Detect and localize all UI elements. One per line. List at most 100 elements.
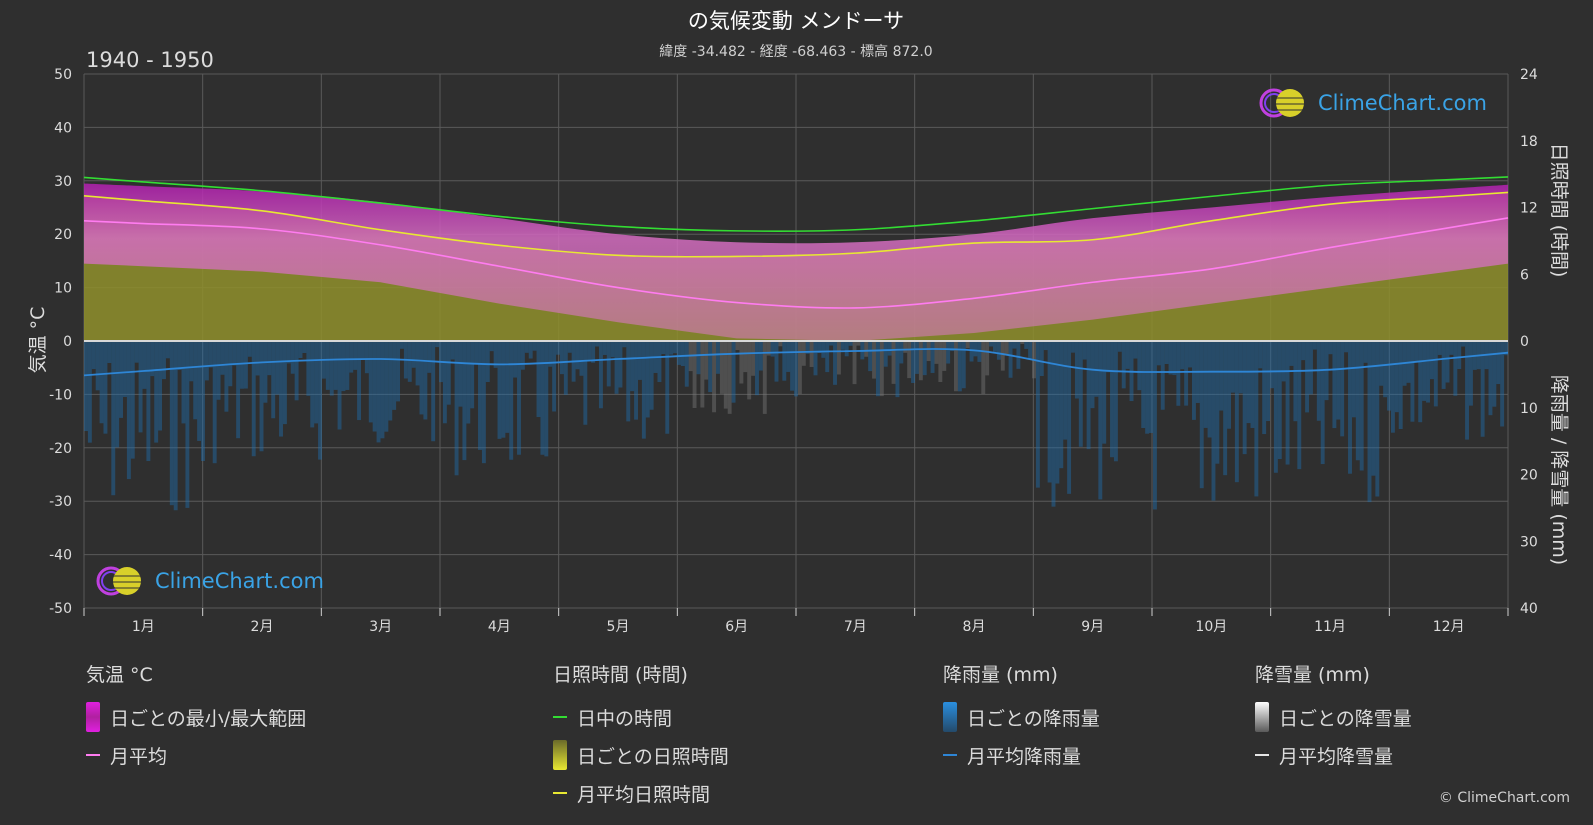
daily-rain-bar xyxy=(996,341,1001,360)
daily-rain-bar xyxy=(821,341,826,358)
copyright-notice: © ClimeChart.com xyxy=(1438,790,1570,806)
daily-rain-bar xyxy=(903,341,908,353)
daily-rain-bar xyxy=(723,341,728,409)
daily-rain-bar xyxy=(146,341,151,462)
daily-rain-bar xyxy=(591,341,596,363)
daily-rain-bar xyxy=(337,341,342,430)
y-left-tick-label: -10 xyxy=(49,387,72,403)
x-tick-label: 3月 xyxy=(369,619,392,635)
daily-rain-bar xyxy=(1332,341,1337,429)
daily-rain-bar xyxy=(158,341,163,431)
daily-rain-bar xyxy=(431,341,436,442)
daily-rain-bar xyxy=(189,341,194,382)
daily-rain-bar xyxy=(400,341,404,349)
y-left-tick-label: -40 xyxy=(49,548,72,564)
daylight-swatch xyxy=(553,716,567,718)
daily-rain-bar xyxy=(848,341,853,346)
daily-rain-bar xyxy=(1328,341,1333,355)
daily-rain-bar xyxy=(138,341,143,433)
daily-rain-bar xyxy=(1293,341,1298,422)
daily-rain-bar xyxy=(181,341,186,424)
daily-rain-bar xyxy=(1039,341,1044,376)
daily-rain-bar xyxy=(450,341,455,360)
daily-rain-bar xyxy=(1156,341,1161,366)
daily-rain-bar xyxy=(185,341,190,508)
daily-rain-bar xyxy=(103,341,108,434)
daily-rain-bar xyxy=(595,341,599,347)
daily-rain-bar xyxy=(942,341,947,371)
daily-rain-bar xyxy=(368,341,373,423)
daily-rain-bar xyxy=(1422,341,1427,401)
daily-rain-bar xyxy=(208,341,213,368)
daily-rain-bar xyxy=(844,341,849,357)
daily-rain-bar xyxy=(825,341,830,373)
daily-rain-bar xyxy=(805,341,810,354)
daily-rain-bar xyxy=(388,341,393,421)
daily-rain-bar xyxy=(755,341,759,396)
daily-rain-bar xyxy=(1090,341,1095,409)
daily-rain-bar xyxy=(384,341,389,432)
daily-rain-bar xyxy=(700,341,705,408)
legend-rain: 降雨量 (mm) 日ごとの降雨量 月平均降雨量 xyxy=(943,660,1100,774)
snow-mean-swatch xyxy=(1255,754,1269,756)
legend-daily-snow-label: 日ごとの降雪量 xyxy=(1279,707,1412,730)
daily-rain-bar xyxy=(415,341,420,386)
daily-rain-bar xyxy=(794,341,798,397)
daily-rain-bar xyxy=(708,341,713,393)
legend-temp-mean-label: 月平均 xyxy=(110,745,168,768)
legend-sunshine-mean-label: 月平均日照時間 xyxy=(577,783,711,806)
daily-rain-bar xyxy=(739,341,744,384)
daily-rain-bar xyxy=(419,341,424,415)
daily-rain-bar xyxy=(836,341,841,375)
x-tick-label: 4月 xyxy=(488,619,511,635)
daily-rain-bar xyxy=(162,341,166,380)
daily-rain-bar xyxy=(556,341,560,355)
daily-rain-bar xyxy=(1336,341,1341,420)
daily-rain-bar xyxy=(1067,341,1072,494)
daily-rain-bar xyxy=(201,341,205,462)
daily-rain-bar xyxy=(673,341,678,354)
daily-rain-bar xyxy=(115,341,120,448)
rain-mean-swatch xyxy=(943,754,957,756)
daily-rain-bar xyxy=(1258,341,1263,369)
daily-rain-bar xyxy=(1191,341,1196,420)
daily-rain-bar xyxy=(1351,341,1356,418)
daily-rain-bar xyxy=(575,341,580,370)
daily-rain-bar xyxy=(973,341,978,357)
daily-rain-bar xyxy=(1082,341,1087,360)
y-left-tick-label: -30 xyxy=(49,494,72,510)
daily-rain-bar xyxy=(930,341,935,373)
x-tick-label: 2月 xyxy=(251,619,274,635)
daily-rain-bar xyxy=(524,341,529,353)
daily-rain-bar xyxy=(645,341,650,418)
daily-rain-bar xyxy=(1355,341,1360,461)
daily-rain-bar xyxy=(263,341,268,403)
daily-rain-bar xyxy=(946,341,951,364)
daily-sunshine-swatch xyxy=(553,740,567,770)
daily-rain-bar xyxy=(934,341,939,364)
legend-snow: 降雪量 (mm) 日ごとの降雪量 月平均降雪量 xyxy=(1255,660,1412,774)
daily-rain-bar xyxy=(193,341,198,420)
daily-rain-bar xyxy=(1266,341,1271,422)
daily-rain-bar xyxy=(1000,341,1005,371)
daily-rain-bar xyxy=(1398,341,1403,430)
x-tick-label: 1月 xyxy=(132,619,155,635)
daily-rain-bar xyxy=(895,341,900,398)
daily-rain-bar xyxy=(981,341,986,395)
daily-rain-bar xyxy=(1133,341,1138,359)
daily-rain-bar xyxy=(224,341,229,412)
daily-rain-bar xyxy=(220,341,225,375)
logo-top-right[interactable]: ClimeChart.com xyxy=(1258,87,1487,119)
daily-rain-bar xyxy=(286,341,291,364)
legend-daily-snow: 日ごとの降雪量 xyxy=(1255,698,1412,736)
legend-sunshine: 日照時間 (時間) 日中の時間 日ごとの日照時間 月平均日照時間 xyxy=(553,660,729,812)
daily-rain-bar xyxy=(1059,341,1064,469)
daily-rain-bar xyxy=(1375,341,1380,497)
daily-rain-bar xyxy=(427,341,432,373)
daily-rain-bar xyxy=(665,341,670,434)
daily-rain-bar xyxy=(1055,341,1060,484)
daily-rain-bar xyxy=(528,341,533,359)
y-right-top-tick-label: 18 xyxy=(1520,134,1538,150)
logo-bottom-left[interactable]: ClimeChart.com xyxy=(95,565,324,597)
daily-rain-bar xyxy=(251,341,256,457)
